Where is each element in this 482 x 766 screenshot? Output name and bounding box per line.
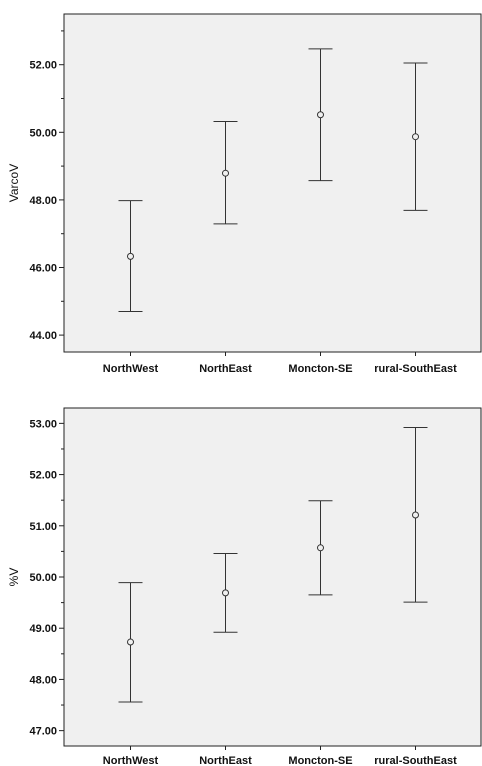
x-category-label: NorthEast [199, 755, 252, 766]
mean-point [412, 133, 419, 141]
x-category-label: Moncton-SE [288, 363, 352, 375]
y-tick-label: 44.00 [29, 330, 57, 342]
x-category-label: rural-SouthEast [374, 363, 457, 375]
chart-panel-2: 47.00 48.00 49.00 50.00 51.00 52.00 53.00 %V Nor… [7, 407, 482, 766]
x-category-label: rural-SouthEast [374, 755, 457, 766]
error-bar-northeast [213, 120, 238, 225]
plot-area [63, 13, 482, 353]
x-category-label: NorthEast [199, 363, 252, 375]
error-bar-northwest [118, 200, 143, 312]
y-tick-label: 48.00 [29, 674, 57, 686]
error-bar-northeast [213, 552, 238, 633]
plot-area [63, 407, 482, 747]
error-bar-northwest [118, 582, 143, 703]
error-bar-rural-southeast [403, 62, 428, 211]
y-tick-label: 53.00 [29, 418, 57, 430]
x-category-label: NorthWest [103, 755, 159, 766]
y-tick-label: 52.00 [29, 470, 57, 482]
y-tick-label: 48.00 [29, 195, 57, 207]
mean-point [222, 169, 229, 177]
y-tick-label: 47.00 [29, 726, 57, 738]
chart-panel-1: 44.00 46.00 48.00 50.00 52.00 VarcoV NorthWest… [7, 13, 482, 375]
error-bar-rural-southeast [403, 426, 428, 603]
y-tick-label: 52.00 [29, 60, 57, 72]
error-bar-moncton-se [308, 500, 333, 596]
y-tick-label: 50.00 [29, 572, 57, 584]
mean-point [127, 638, 134, 646]
x-category-label: Moncton-SE [288, 755, 352, 766]
mean-point [412, 511, 419, 519]
y-tick-label: 49.00 [29, 623, 57, 635]
y-axis-title: %V [7, 568, 21, 587]
y-tick-label: 46.00 [29, 263, 57, 275]
mean-point [317, 111, 324, 119]
y-tick-label: 51.00 [29, 521, 57, 533]
y-tick-label: 50.00 [29, 127, 57, 139]
y-axis-title: VarcoV [7, 164, 21, 202]
x-category-label: NorthWest [103, 363, 159, 375]
error-bar-moncton-se [308, 48, 333, 182]
mean-point [127, 252, 134, 260]
mean-point [222, 589, 229, 597]
mean-point [317, 544, 324, 552]
